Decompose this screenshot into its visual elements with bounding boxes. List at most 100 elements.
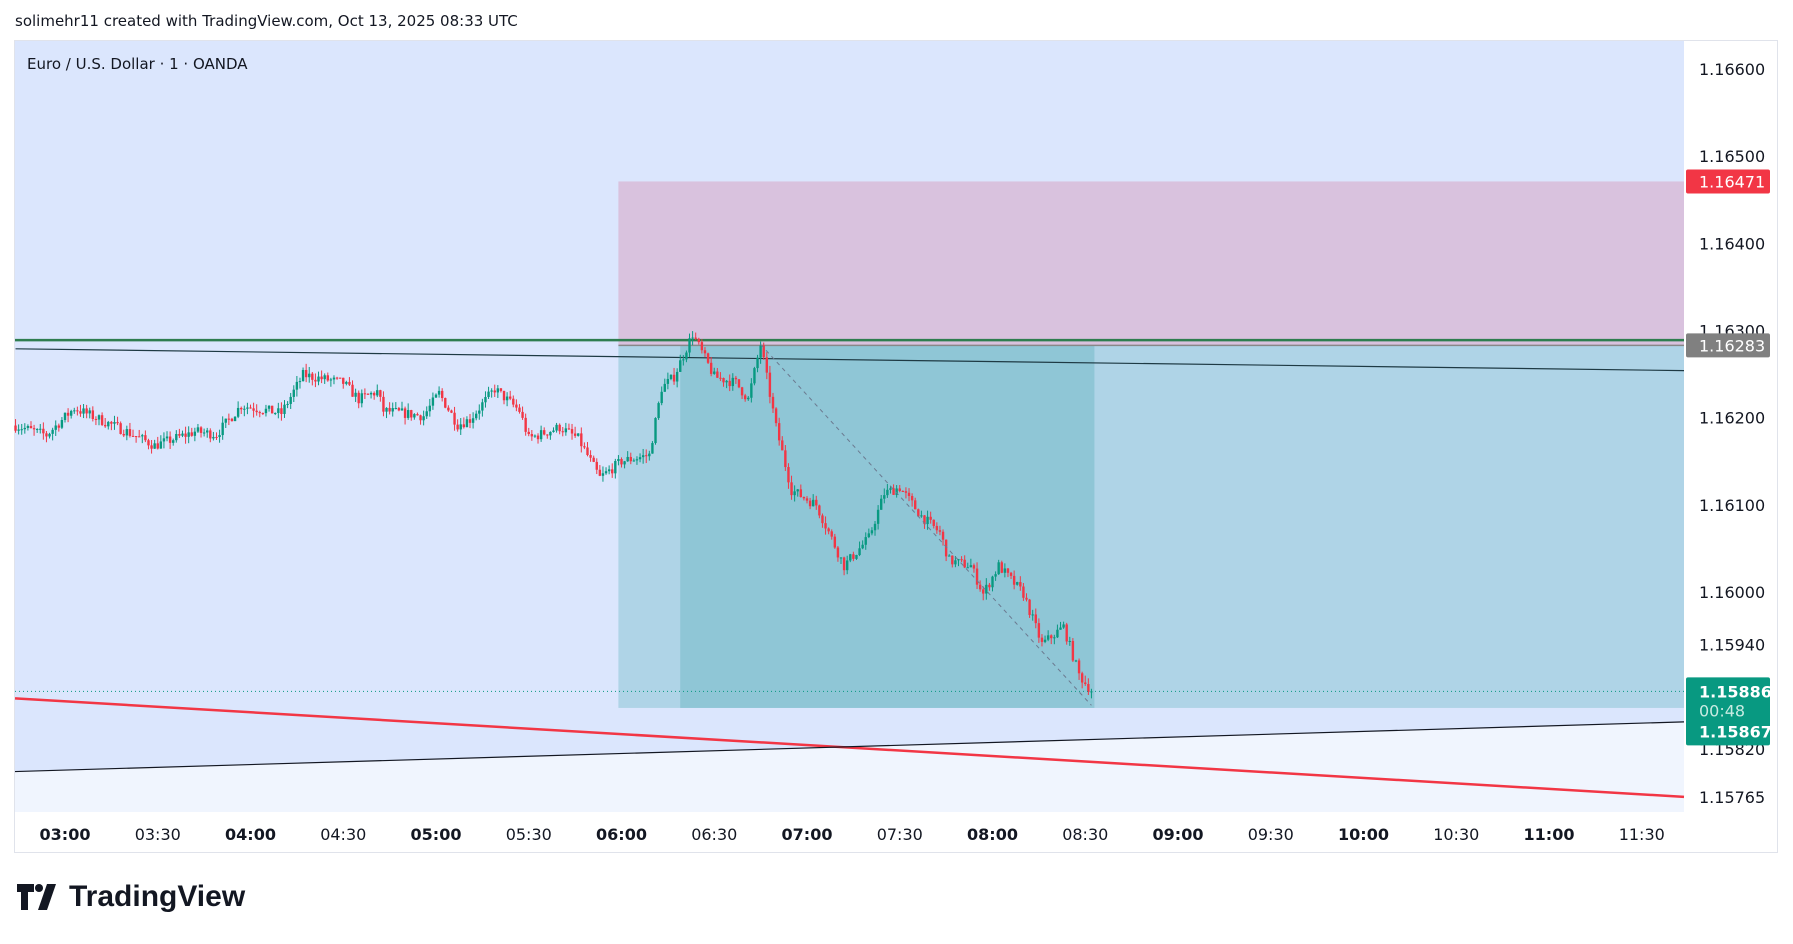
time-tick-label: 08:00 [967, 825, 1018, 844]
candle-up [48, 433, 51, 437]
candle-up [376, 390, 379, 396]
candle-down [493, 390, 496, 393]
candle-up [406, 410, 410, 418]
candle-down [700, 342, 704, 351]
candle-down [156, 443, 159, 449]
candle-up [651, 443, 654, 454]
candle-up [685, 352, 688, 360]
candle-down [561, 431, 564, 433]
candle-down [338, 377, 342, 379]
candle-up [660, 391, 663, 404]
candle-up [308, 373, 311, 378]
candle-up [750, 383, 753, 398]
candle-up [1059, 627, 1062, 630]
candle-down [709, 362, 713, 374]
candle-up [505, 396, 509, 401]
candle-up [422, 416, 425, 421]
candle-down [762, 345, 765, 358]
candle-down [740, 387, 744, 396]
candle-down [570, 429, 574, 434]
tradingview-logo[interactable]: TradingView [17, 880, 245, 914]
candle-up [20, 429, 23, 431]
price-tick-label: 1.15940 [1699, 635, 1765, 654]
candle-down [960, 559, 963, 561]
candle-up [113, 422, 116, 424]
candle-up [920, 515, 923, 517]
candle-down [131, 435, 135, 437]
price-tick-label: 1.16100 [1699, 496, 1765, 515]
candle-down [716, 371, 719, 378]
entry-price-badge [1686, 333, 1770, 358]
candle-up [679, 360, 682, 372]
candle-up [985, 584, 988, 594]
candle-down [929, 516, 932, 520]
candle-down [499, 388, 503, 391]
candle-up [286, 403, 289, 405]
candle-up [604, 471, 608, 474]
candle-down [32, 428, 36, 430]
candle-up [141, 435, 144, 437]
symbol-title[interactable]: Euro / U.S. Dollar · 1 · OANDA [27, 55, 248, 73]
time-tick-label: 11:30 [1619, 825, 1665, 844]
price-tick-label: 1.16500 [1699, 147, 1765, 166]
candle-up [601, 473, 605, 476]
logo-text: TradingView [69, 880, 246, 913]
candle-down [611, 469, 614, 474]
candle-down [116, 422, 119, 424]
candle-up [666, 378, 670, 384]
candle-down [842, 557, 846, 571]
candle-up [345, 381, 348, 384]
candle-down [94, 418, 98, 420]
candle-down [128, 429, 132, 436]
candle-up [394, 408, 398, 410]
price-axis: 1.166001.165001.164001.163001.162001.161… [1699, 60, 1765, 807]
candle-up [564, 428, 568, 433]
candle-up [246, 407, 249, 409]
candle-up [635, 459, 639, 461]
candle-up [638, 457, 642, 460]
price-tick-label: 1.16200 [1699, 409, 1765, 428]
candle-up [490, 390, 493, 392]
candle-down [790, 482, 793, 496]
candle-down [388, 407, 391, 412]
short-position-tool [618, 181, 1684, 708]
candle-up [747, 397, 750, 400]
candle-down [403, 408, 407, 418]
candle-up [549, 431, 552, 436]
candle-down [1080, 673, 1084, 683]
candle-up [1031, 614, 1034, 616]
candle-down [530, 434, 534, 437]
candle-up [360, 393, 363, 404]
time-tick-label: 03:30 [135, 825, 181, 844]
candle-up [873, 523, 877, 531]
candle-down [1025, 597, 1028, 600]
candle-down [719, 377, 722, 379]
candle-up [264, 408, 268, 414]
candle-down [743, 395, 747, 400]
candle-down [144, 435, 147, 441]
candle-up [617, 459, 620, 462]
time-tick-label: 11:00 [1524, 825, 1575, 844]
candle-down [580, 433, 583, 447]
candle-up [221, 422, 224, 436]
candle-up [88, 410, 91, 414]
candle-up [1003, 568, 1007, 573]
candle-down [1022, 586, 1025, 598]
candle-down [209, 430, 212, 439]
candle-down [444, 398, 447, 408]
candle-up [756, 357, 759, 369]
time-tick-label: 10:00 [1338, 825, 1389, 844]
candle-down [781, 440, 784, 451]
tradingview-logo-icon [17, 884, 56, 910]
candle-down [119, 423, 122, 434]
candle-down [57, 425, 61, 428]
candle-down [824, 523, 827, 529]
stop-price-label: 1.16471 [1699, 172, 1765, 191]
candle-up [889, 488, 892, 490]
candle-up [675, 371, 679, 382]
candle-up [632, 460, 636, 462]
candle-down [66, 412, 70, 416]
candle-down [944, 539, 948, 557]
candle-up [669, 374, 673, 379]
